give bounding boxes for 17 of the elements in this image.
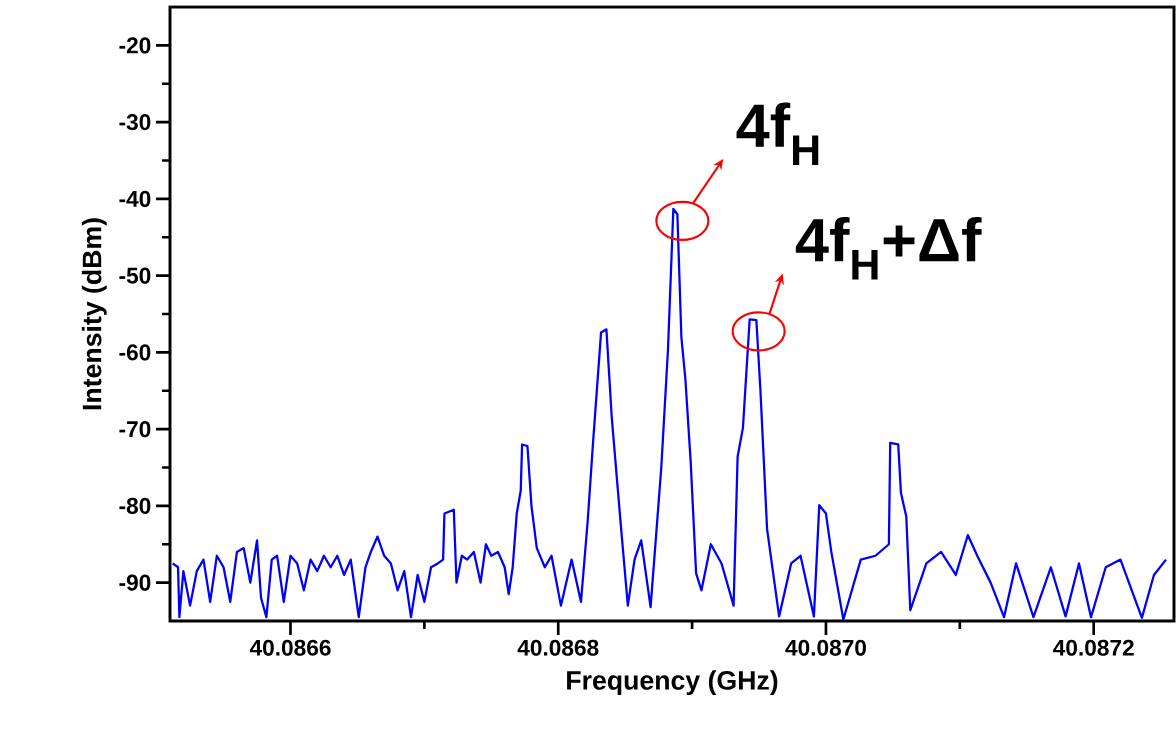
y-tick-label: -70 [119, 421, 151, 438]
y-tick-label: -50 [119, 267, 151, 284]
y-axis-title: Intensity (dBm) [81, 218, 107, 410]
x-tick-label: 40.0866 [249, 639, 331, 656]
line-series [171, 207, 1168, 621]
x-axis-title: Frequency (GHz) [567, 670, 778, 696]
y-tick-label: -90 [119, 574, 151, 591]
y-tick-label: -80 [119, 497, 151, 514]
annotation: 4f$_{H}$+Δf [795, 216, 982, 280]
y-tick-label: -20 [119, 37, 151, 54]
y-tick-label: -60 [119, 344, 151, 361]
y-tick-label: -30 [119, 114, 151, 131]
x-tick-label: 40.0868 [517, 639, 599, 656]
y-tick-label: -40 [119, 190, 151, 207]
x-tick-label: 40.0872 [1053, 639, 1134, 656]
annotation: 4f$_{H}$ [736, 102, 819, 165]
x-tick-label: 40.0870 [785, 639, 866, 656]
